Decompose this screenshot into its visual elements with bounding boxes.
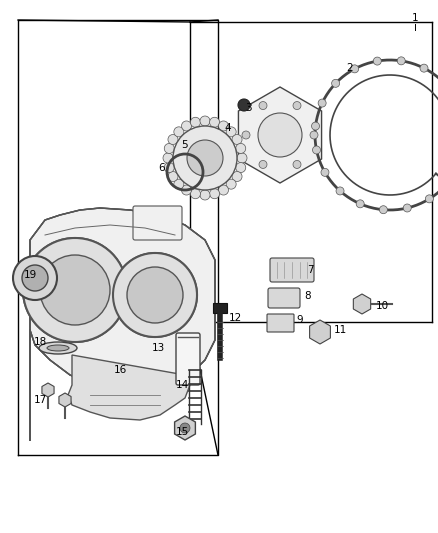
Circle shape [425,195,433,203]
Circle shape [187,140,223,176]
Circle shape [373,57,381,65]
Circle shape [237,153,247,163]
Circle shape [181,121,191,131]
Circle shape [258,113,302,157]
Text: 2: 2 [347,63,353,73]
Polygon shape [68,355,190,420]
Polygon shape [175,416,195,440]
Text: 6: 6 [159,163,165,173]
Circle shape [226,127,236,137]
Circle shape [310,131,318,139]
Circle shape [22,265,48,291]
Circle shape [174,179,184,189]
Circle shape [232,134,242,144]
Text: 3: 3 [245,103,251,113]
Circle shape [173,126,237,190]
Text: 14: 14 [175,380,189,390]
Text: 17: 17 [33,395,46,405]
Circle shape [200,116,210,126]
Text: 5: 5 [182,140,188,150]
Circle shape [232,172,242,182]
Circle shape [113,253,197,337]
Circle shape [293,160,301,168]
Circle shape [242,131,250,139]
Text: 15: 15 [175,427,189,437]
Text: 9: 9 [297,315,303,325]
Circle shape [259,160,267,168]
Circle shape [312,146,321,154]
Circle shape [293,102,301,110]
Circle shape [332,79,339,87]
Text: 12: 12 [228,313,242,323]
Circle shape [127,267,183,323]
Circle shape [163,153,173,163]
Circle shape [40,255,110,325]
Polygon shape [42,383,54,397]
Circle shape [311,122,320,130]
Text: 8: 8 [305,291,311,301]
Text: 19: 19 [23,270,37,280]
FancyBboxPatch shape [268,288,300,308]
FancyBboxPatch shape [176,333,200,385]
Ellipse shape [47,345,69,351]
Ellipse shape [39,342,77,354]
Circle shape [174,127,184,137]
FancyBboxPatch shape [270,258,314,282]
Circle shape [321,168,329,176]
Circle shape [191,117,201,127]
Text: 7: 7 [307,265,313,275]
Circle shape [219,121,229,131]
Circle shape [168,134,178,144]
Circle shape [420,64,428,72]
Circle shape [23,238,127,342]
Circle shape [238,99,250,111]
Circle shape [236,163,246,173]
Circle shape [209,189,219,199]
Circle shape [336,187,344,195]
Circle shape [164,163,174,173]
Circle shape [397,57,405,65]
Circle shape [209,117,219,127]
Text: 18: 18 [33,337,46,347]
Circle shape [351,65,359,73]
Circle shape [168,172,178,182]
Polygon shape [238,87,321,183]
Text: 10: 10 [375,301,389,311]
Text: 11: 11 [333,325,346,335]
FancyBboxPatch shape [133,206,182,240]
Circle shape [191,189,201,199]
Circle shape [13,256,57,300]
Polygon shape [310,320,330,344]
Text: 16: 16 [113,365,127,375]
Circle shape [200,190,210,200]
Circle shape [356,200,364,208]
Circle shape [259,102,267,110]
FancyBboxPatch shape [213,303,227,313]
Polygon shape [30,208,215,440]
Circle shape [180,423,190,433]
Circle shape [164,143,174,154]
Circle shape [236,143,246,154]
Text: 1: 1 [412,13,418,23]
Circle shape [403,204,411,212]
Circle shape [226,179,236,189]
Circle shape [318,99,326,107]
Polygon shape [353,294,371,314]
Polygon shape [59,393,71,407]
Circle shape [181,185,191,195]
Text: 13: 13 [152,343,165,353]
Text: 4: 4 [225,123,231,133]
FancyBboxPatch shape [267,314,294,332]
Circle shape [379,206,387,214]
Circle shape [219,185,229,195]
